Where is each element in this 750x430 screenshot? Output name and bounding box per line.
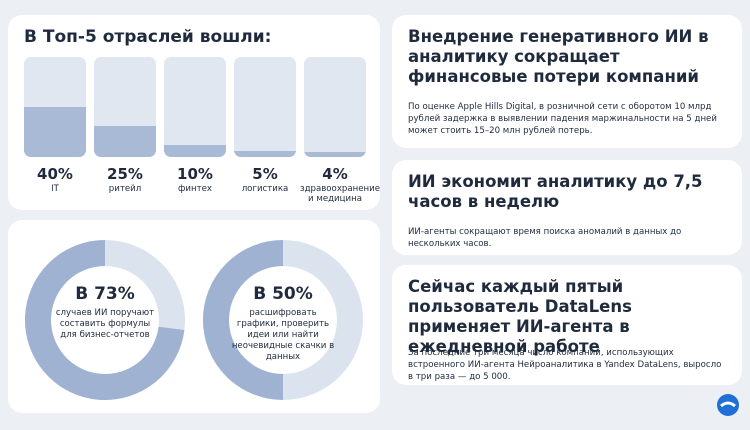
- bar-track: [94, 57, 156, 157]
- category-label: логистика: [241, 184, 289, 194]
- category-label: ритейл: [108, 184, 142, 194]
- logo: [717, 394, 739, 416]
- info-card: Внедрение генеративного ИИ в аналитику с…: [392, 15, 742, 148]
- donut-label: В 50%: [253, 284, 313, 304]
- bar: [234, 150, 296, 157]
- card-title: ИИ экономит аналитику до 7,5 часов в нед…: [408, 172, 703, 211]
- bar-track: [304, 57, 366, 157]
- donut-label: В 73%: [75, 284, 135, 304]
- bar: [304, 152, 366, 157]
- category-label: IT: [51, 184, 59, 194]
- card-text: По оценке Apple Hills Digital, в розничн…: [408, 102, 717, 136]
- bar: [24, 107, 86, 157]
- card-text: За последние три месяца число компаний, …: [408, 348, 722, 382]
- info-card: ИИ экономит аналитику до 7,5 часов в нед…: [392, 160, 742, 255]
- bar-track: [234, 57, 296, 157]
- donut-segment: [203, 240, 284, 400]
- donut-chart: [25, 240, 363, 400]
- bar-track: [24, 57, 86, 157]
- card-title: Сейчас каждый пятый пользователь DataLen…: [408, 277, 632, 356]
- donut-card: В 73% случаев ИИ поручают составить форму…: [8, 220, 380, 413]
- value-label: 10%: [177, 165, 213, 183]
- value-label: 40%: [37, 165, 73, 183]
- info-card: Сейчас каждый пятый пользователь DataLen…: [392, 265, 742, 385]
- category-label: здравоохранение и медицина: [300, 184, 381, 204]
- bar: [94, 125, 156, 157]
- card-title: Внедрение генеративного ИИ в аналитику с…: [408, 27, 709, 86]
- value-label: 25%: [107, 165, 143, 183]
- donut-segment: [25, 240, 185, 400]
- donut-caption: случаев ИИ поручают составить формулы дл…: [55, 308, 155, 340]
- category-label: финтех: [178, 184, 212, 194]
- card-text: ИИ-агенты сокращают время поиска аномали…: [408, 227, 682, 249]
- donut-caption: расшифровать графики, проверить идеи или…: [231, 308, 335, 362]
- bar-card: В Топ-5 отраслей вошли: 40% IT 25% ритейл 10…: [8, 15, 380, 210]
- chart-title: В Топ-5 отраслей вошли:: [24, 27, 272, 47]
- bar-track: [164, 57, 226, 157]
- value-label: 5%: [252, 165, 278, 183]
- bar: [164, 144, 226, 157]
- value-label: 4%: [322, 165, 348, 183]
